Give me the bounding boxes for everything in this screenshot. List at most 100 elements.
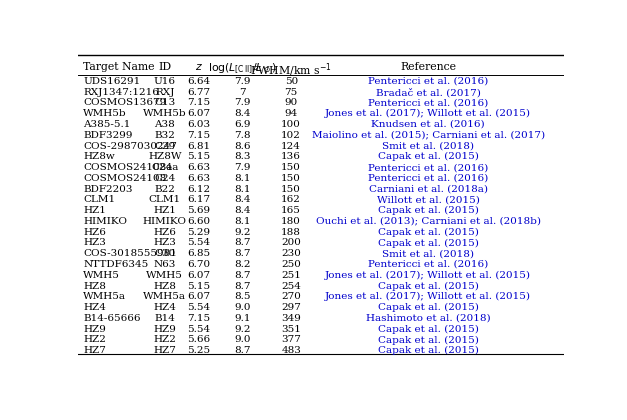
Text: Bradač et al. (2017): Bradač et al. (2017) [376, 88, 481, 97]
Text: 6.85: 6.85 [187, 249, 211, 258]
Text: HZ3: HZ3 [154, 239, 176, 247]
Text: 102: 102 [282, 131, 301, 140]
Text: 6.07: 6.07 [187, 271, 211, 280]
Text: 6.17: 6.17 [187, 195, 211, 205]
Text: 8.1: 8.1 [234, 174, 251, 183]
Text: 349: 349 [282, 314, 301, 323]
Text: HZ1: HZ1 [83, 206, 106, 215]
Text: 5.66: 5.66 [187, 336, 211, 344]
Text: 6.07: 6.07 [187, 109, 211, 118]
Text: B22: B22 [154, 185, 176, 194]
Text: 150: 150 [282, 163, 301, 172]
Text: ID: ID [158, 62, 171, 72]
Text: 6.64: 6.64 [187, 77, 211, 86]
Text: Willott et al. (2015): Willott et al. (2015) [377, 195, 480, 205]
Text: BDF2203: BDF2203 [83, 185, 133, 194]
Text: WMH5: WMH5 [83, 271, 120, 280]
Text: Capak et al. (2015): Capak et al. (2015) [378, 346, 478, 355]
Text: 9.2: 9.2 [234, 228, 251, 237]
Text: 297: 297 [282, 303, 301, 312]
Text: Reference: Reference [400, 62, 456, 72]
Text: 270: 270 [282, 292, 301, 301]
Text: 5.54: 5.54 [187, 239, 211, 247]
Text: B14-65666: B14-65666 [83, 314, 140, 323]
Text: HZ4: HZ4 [154, 303, 176, 312]
Text: HZ3: HZ3 [83, 239, 106, 247]
Text: HZ8: HZ8 [83, 281, 106, 291]
Text: 165: 165 [282, 206, 301, 215]
Text: COSMOS24108: COSMOS24108 [83, 174, 167, 183]
Text: HZ1: HZ1 [154, 206, 176, 215]
Text: 254: 254 [282, 281, 301, 291]
Text: 6.70: 6.70 [187, 260, 211, 269]
Text: 9.0: 9.0 [234, 303, 251, 312]
Text: Pentericci et al. (2016): Pentericci et al. (2016) [368, 174, 488, 183]
Text: 7: 7 [240, 88, 246, 97]
Text: 6.9: 6.9 [234, 120, 251, 129]
Text: 250: 250 [282, 260, 301, 269]
Text: $\log(L_{\rm [C\,II]}/L_\odot)$: $\log(L_{\rm [C\,II]}/L_\odot)$ [208, 62, 277, 76]
Text: Smit et al. (2018): Smit et al. (2018) [382, 142, 474, 150]
Text: 8.3: 8.3 [234, 152, 251, 161]
Text: HZ4: HZ4 [83, 303, 106, 312]
Text: COS-2987030247: COS-2987030247 [83, 142, 177, 150]
Text: NTTDF6345: NTTDF6345 [83, 260, 149, 269]
Text: 5.54: 5.54 [187, 303, 211, 312]
Text: 7.9: 7.9 [234, 163, 251, 172]
Text: 230: 230 [282, 249, 301, 258]
Text: 90: 90 [285, 98, 298, 108]
Text: RXJ1347:1216: RXJ1347:1216 [83, 88, 159, 97]
Text: Capak et al. (2015): Capak et al. (2015) [378, 281, 478, 291]
Text: A385-5.1: A385-5.1 [83, 120, 130, 129]
Text: Pentericci et al. (2016): Pentericci et al. (2016) [368, 98, 488, 108]
Text: B14: B14 [154, 314, 176, 323]
Text: 6.03: 6.03 [187, 120, 211, 129]
Text: 6.12: 6.12 [187, 185, 211, 194]
Text: 9.2: 9.2 [234, 325, 251, 333]
Text: 6.60: 6.60 [187, 217, 211, 226]
Text: 7.15: 7.15 [187, 314, 211, 323]
Text: 100: 100 [282, 120, 301, 129]
Text: 50: 50 [285, 77, 298, 86]
Text: 9.0: 9.0 [234, 336, 251, 344]
Text: Hashimoto et al. (2018): Hashimoto et al. (2018) [366, 314, 490, 323]
Text: 8.7: 8.7 [234, 346, 251, 355]
Text: Capak et al. (2015): Capak et al. (2015) [378, 152, 478, 161]
Text: 8.7: 8.7 [234, 281, 251, 291]
Text: 8.4: 8.4 [234, 195, 251, 205]
Text: HZ7: HZ7 [83, 346, 106, 355]
Text: 8.7: 8.7 [234, 249, 251, 258]
Text: Pentericci et al. (2016): Pentericci et al. (2016) [368, 77, 488, 86]
Text: C30: C30 [154, 249, 176, 258]
Text: 8.7: 8.7 [234, 239, 251, 247]
Text: WMH5b: WMH5b [143, 109, 187, 118]
Text: A38: A38 [154, 120, 175, 129]
Text: 8.2: 8.2 [234, 260, 251, 269]
Text: Jones et al. (2017); Willott et al. (2015): Jones et al. (2017); Willott et al. (201… [325, 271, 531, 280]
Text: 8.4: 8.4 [234, 109, 251, 118]
Text: Target Name: Target Name [83, 62, 155, 72]
Text: Jones et al. (2017); Willott et al. (2015): Jones et al. (2017); Willott et al. (201… [325, 109, 531, 118]
Text: 351: 351 [282, 325, 301, 333]
Text: HZ2: HZ2 [83, 336, 106, 344]
Text: 5.25: 5.25 [187, 346, 211, 355]
Text: HZ9: HZ9 [154, 325, 176, 333]
Text: HZ8: HZ8 [154, 281, 176, 291]
Text: UDS16291: UDS16291 [83, 77, 140, 86]
Text: 7.8: 7.8 [234, 131, 251, 140]
Text: 94: 94 [285, 109, 298, 118]
Text: Capak et al. (2015): Capak et al. (2015) [378, 303, 478, 312]
Text: 7.15: 7.15 [187, 131, 211, 140]
Text: 150: 150 [282, 174, 301, 183]
Text: COSMOS24108a: COSMOS24108a [83, 163, 172, 172]
Text: 7.9: 7.9 [234, 77, 251, 86]
Text: CLM1: CLM1 [149, 195, 181, 205]
Text: 180: 180 [282, 217, 301, 226]
Text: 150: 150 [282, 185, 301, 194]
Text: 200: 200 [282, 239, 301, 247]
Text: Carniani et al. (2018a): Carniani et al. (2018a) [369, 185, 488, 194]
Text: C24a: C24a [151, 163, 179, 172]
Text: 8.1: 8.1 [234, 185, 251, 194]
Text: B32: B32 [154, 131, 176, 140]
Text: WMH5: WMH5 [147, 271, 183, 280]
